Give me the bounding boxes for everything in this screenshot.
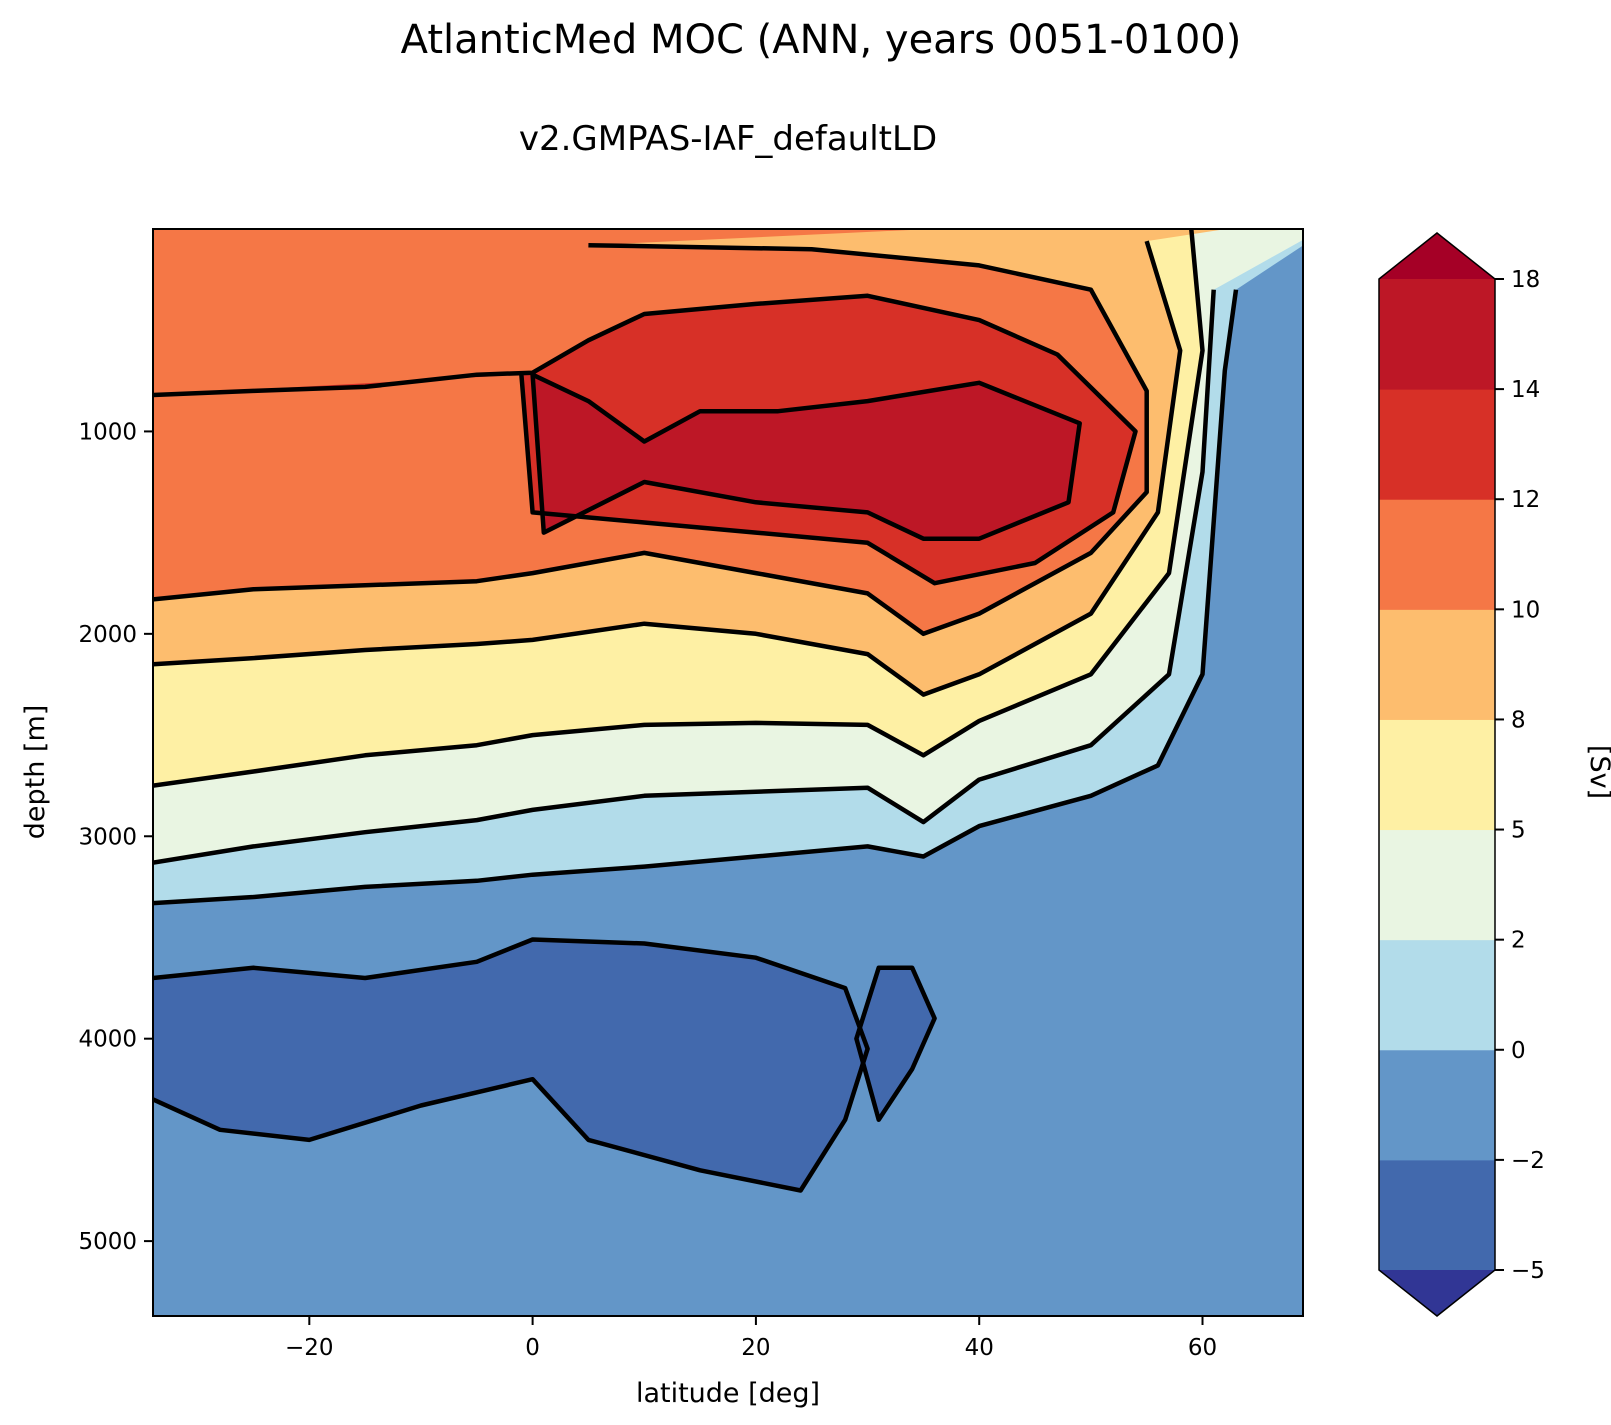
contour-line-8 [854, 965, 937, 1122]
colorbar-tick-label: 8 [1511, 707, 1526, 733]
contour-line-1 [153, 289, 1216, 865]
colorbar-extend-min [1379, 1270, 1495, 1316]
y-tick-label: 4000 [78, 1027, 137, 1053]
colorbar-extend-max [1379, 233, 1495, 279]
colorbar-label: [Sv] [1584, 745, 1611, 799]
colorbar-tick-label: −5 [1511, 1258, 1545, 1284]
colorbar-segment [1379, 1159, 1495, 1271]
x-tick-label: 20 [741, 1335, 770, 1361]
plot-frame [152, 228, 1304, 1317]
contour-fill-layer [153, 229, 1303, 1316]
contour-line-2 [153, 229, 1205, 788]
band-fill-neg-1 [856, 967, 935, 1120]
band-fill-neg-0 [153, 939, 868, 1191]
colorbar-tick-label: 5 [1511, 818, 1526, 844]
y-tick-label: 3000 [78, 824, 137, 850]
colorbar-tick-label: 12 [1511, 487, 1540, 513]
colorbar-tick-label: −2 [1511, 1148, 1545, 1174]
colorbar: −5 −2 0 2 5 8 10 12 14 18 [1378, 232, 1545, 1317]
contour-line-6 [530, 372, 1082, 541]
contour-line-0 [153, 289, 1239, 906]
colorbar-segment [1379, 829, 1495, 941]
colorbar-segment [1379, 1049, 1495, 1161]
colorbar-tick-label: 10 [1511, 597, 1540, 623]
y-axis-label: depth [m] [20, 705, 51, 840]
band-fill-14 [532, 374, 1080, 539]
contour-line-5 [153, 293, 1138, 586]
x-axis: −20 0 20 40 60 [285, 1316, 1217, 1361]
y-tick-label: 2000 [78, 622, 137, 648]
x-tick-label: 40 [965, 1335, 994, 1361]
y-tick-label: 1000 [78, 419, 137, 445]
colorbar-tick-label: 0 [1511, 1038, 1526, 1064]
colorbar-segment [1379, 389, 1495, 500]
colorbar-tick-label: 2 [1511, 928, 1526, 954]
chart-subtitle: v2.GMPAS-IAF_defaultLD [519, 119, 937, 159]
colorbar-segment [1379, 279, 1495, 390]
y-axis: 1000 2000 3000 4000 5000 [78, 419, 153, 1255]
contour-line-3 [153, 240, 1183, 697]
colorbar-tick-label: 18 [1511, 267, 1540, 293]
x-axis-label: latitude [deg] [636, 1378, 820, 1409]
contour-line-7 [153, 937, 870, 1193]
x-tick-label: −20 [285, 1335, 334, 1361]
contour-line-4 [153, 242, 1149, 637]
colorbar-tick-label: 14 [1511, 377, 1540, 403]
x-tick-label: 60 [1188, 1335, 1217, 1361]
colorbar-segment [1379, 719, 1495, 831]
chart-title: AtlanticMed MOC (ANN, years 0051-0100) [401, 17, 1242, 63]
colorbar-segment [1379, 499, 1495, 610]
y-tick-label: 5000 [78, 1229, 137, 1255]
colorbar-segment [1379, 609, 1495, 720]
x-tick-label: 0 [525, 1335, 540, 1361]
colorbar-segment [1379, 939, 1495, 1051]
